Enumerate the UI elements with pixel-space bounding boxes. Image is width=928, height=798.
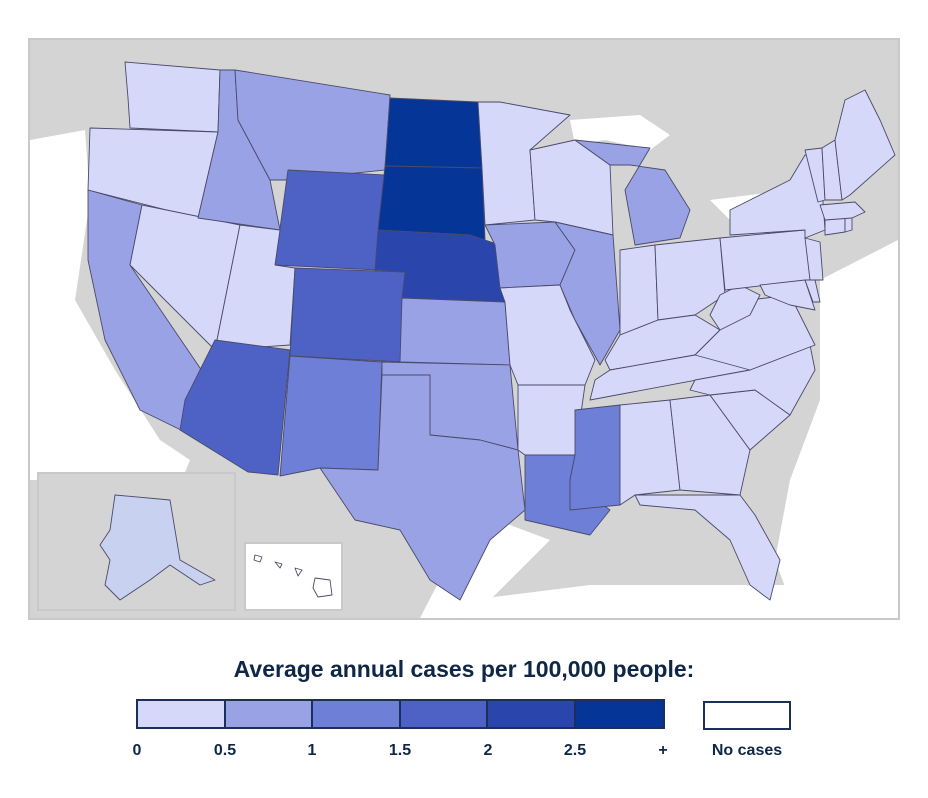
state-hawaii bbox=[253, 554, 333, 598]
legend-swatch-1-1.5 bbox=[313, 701, 401, 727]
state-alaska bbox=[99, 494, 216, 601]
state-maine bbox=[834, 89, 896, 201]
us-map bbox=[28, 38, 900, 620]
legend-swatch-0-0.5 bbox=[138, 701, 226, 727]
legend-no-cases-label: No cases bbox=[711, 742, 783, 759]
legend-swatch-2.5-plus bbox=[575, 701, 663, 727]
state-texas bbox=[319, 374, 526, 601]
state-florida bbox=[634, 494, 781, 601]
legend-tick: 2.5 bbox=[563, 742, 587, 759]
state-georgia bbox=[669, 394, 751, 496]
state-maryland bbox=[759, 279, 816, 311]
state-ohio bbox=[654, 237, 726, 321]
legend-tick: 2 bbox=[483, 742, 493, 759]
legend-tick: + bbox=[658, 742, 668, 759]
hawaii-inset bbox=[244, 542, 343, 611]
legend-swatch-2-2.5 bbox=[488, 701, 576, 727]
legend-title: Average annual cases per 100,000 people: bbox=[233, 656, 695, 682]
us-map-svg bbox=[30, 40, 898, 618]
state-indiana bbox=[619, 244, 659, 336]
state-new-jersey bbox=[804, 237, 824, 281]
state-kansas bbox=[399, 297, 511, 366]
state-massachusetts bbox=[819, 201, 866, 221]
state-rhode-island bbox=[844, 217, 853, 233]
legend-tick: 0.5 bbox=[213, 742, 237, 759]
legend-color-scale bbox=[136, 699, 665, 729]
atlantic-water bbox=[775, 240, 898, 600]
pacific-water bbox=[30, 130, 190, 510]
legend-tick: 1.5 bbox=[388, 742, 412, 759]
state-north-dakota bbox=[384, 97, 483, 169]
state-south-dakota bbox=[377, 165, 486, 241]
state-iowa bbox=[484, 221, 576, 289]
state-washington bbox=[124, 61, 221, 133]
state-mississippi bbox=[569, 404, 621, 511]
state-michigan bbox=[574, 139, 691, 246]
state-alabama bbox=[619, 399, 681, 506]
legend-swatch-1.5-2 bbox=[400, 701, 488, 727]
legend-no-cases-swatch bbox=[703, 701, 791, 730]
state-new-mexico bbox=[279, 355, 383, 477]
state-illinois bbox=[554, 221, 621, 366]
lake-superior bbox=[570, 115, 670, 150]
legend-swatch-0.5-1 bbox=[225, 701, 313, 727]
legend-tick: 0 bbox=[132, 742, 142, 759]
legend-tick: 1 bbox=[307, 742, 317, 759]
state-connecticut bbox=[824, 217, 846, 236]
state-colorado bbox=[289, 267, 406, 363]
state-wyoming bbox=[274, 169, 386, 271]
